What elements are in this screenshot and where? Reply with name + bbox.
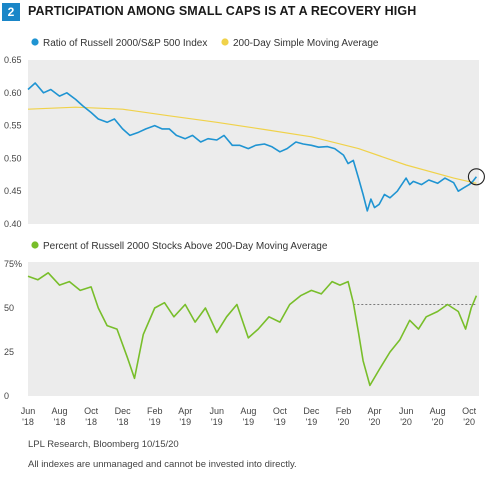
chart-canvas: Ratio of Russell 2000/S&P 500 Index 200-… (4, 38, 485, 427)
top-panel-background (28, 60, 479, 224)
legend-sma-label: 200-Day Simple Moving Average (233, 38, 379, 49)
panel0-annotation-circle (467, 168, 485, 186)
panel0-series-line-1 (27, 106, 477, 184)
x-tick-month-10: Feb (336, 406, 352, 416)
x-tick-year-10: '20 (338, 417, 350, 427)
x-tick-year-2: '18 (85, 417, 97, 427)
legend-ratio-label: Ratio of Russell 2000/S&P 500 Index (43, 38, 207, 49)
x-tick-month-7: Aug (240, 406, 256, 416)
chart-header: 2 PARTICIPATION AMONG SMALL CAPS IS AT A… (0, 0, 487, 26)
panel0-y-tick-4: 0.60 (4, 88, 22, 98)
bottom-legend: Percent of Russell 2000 Stocks Above 200… (31, 241, 328, 252)
x-tick-year-5: '19 (179, 417, 191, 427)
x-tick-month-9: Dec (303, 406, 320, 416)
x-tick-month-3: Dec (115, 406, 132, 416)
legend-sma-marker (221, 38, 229, 46)
x-tick-month-11: Apr (368, 406, 382, 416)
panel1-y-tick-2: 50 (4, 303, 14, 313)
x-tick-year-13: '20 (432, 417, 444, 427)
x-tick-year-11: '20 (369, 417, 381, 427)
panel1-series-line-0 (27, 271, 478, 387)
bottom-panel-background (28, 262, 479, 396)
x-tick-year-6: '19 (211, 417, 223, 427)
bottom-y-axis: 0 25 50 75% (4, 259, 22, 401)
x-tick-month-5: Apr (178, 406, 192, 416)
source-note: LPL Research, Bloomberg 10/15/20 (28, 439, 179, 450)
x-tick-month-12: Jun (399, 406, 414, 416)
top-y-axis: 0.40 0.45 0.50 0.55 0.60 0.65 (4, 55, 22, 229)
x-axis: Jun'18Aug'18Oct'18Dec'18Feb'19Apr'19Jun'… (21, 406, 477, 427)
x-tick-month-2: Oct (84, 406, 99, 416)
panel0-y-tick-5: 0.65 (4, 55, 22, 65)
x-tick-year-1: '18 (54, 417, 66, 427)
x-tick-month-8: Oct (273, 406, 288, 416)
bottom-series-group (27, 271, 478, 387)
x-tick-month-4: Feb (147, 406, 163, 416)
x-tick-year-7: '19 (242, 417, 254, 427)
figure-number-badge: 2 (2, 3, 20, 21)
chart-title: PARTICIPATION AMONG SMALL CAPS IS AT A R… (28, 4, 417, 18)
legend-percent-label: Percent of Russell 2000 Stocks Above 200… (43, 241, 328, 252)
panel1-y-tick-3: 75% (4, 259, 22, 269)
panel0-y-tick-0: 0.40 (4, 219, 22, 229)
x-tick-year-0: '18 (22, 417, 34, 427)
panel0-y-tick-1: 0.45 (4, 186, 22, 196)
x-tick-year-4: '19 (149, 417, 161, 427)
panel0-y-tick-2: 0.50 (4, 153, 22, 163)
x-tick-year-8: '19 (274, 417, 286, 427)
panel1-y-tick-1: 25 (4, 347, 14, 357)
disclaimer-note: All indexes are unmanaged and cannot be … (28, 459, 297, 470)
x-tick-month-6: Jun (210, 406, 225, 416)
panel0-y-tick-3: 0.55 (4, 121, 22, 131)
legend-ratio-marker (31, 38, 39, 46)
x-tick-year-12: '20 (400, 417, 412, 427)
x-tick-month-1: Aug (52, 406, 68, 416)
panel1-y-tick-0: 0 (4, 391, 9, 401)
x-tick-month-0: Jun (21, 406, 36, 416)
x-tick-year-3: '18 (117, 417, 129, 427)
panel0-series-line-0 (27, 82, 478, 212)
x-tick-month-13: Aug (430, 406, 446, 416)
legend-percent-marker (31, 241, 39, 249)
x-tick-year-14: '20 (463, 417, 475, 427)
top-series-group (27, 82, 485, 212)
top-legend: Ratio of Russell 2000/S&P 500 Index 200-… (31, 38, 379, 49)
x-tick-month-14: Oct (462, 406, 477, 416)
x-tick-year-9: '19 (306, 417, 318, 427)
